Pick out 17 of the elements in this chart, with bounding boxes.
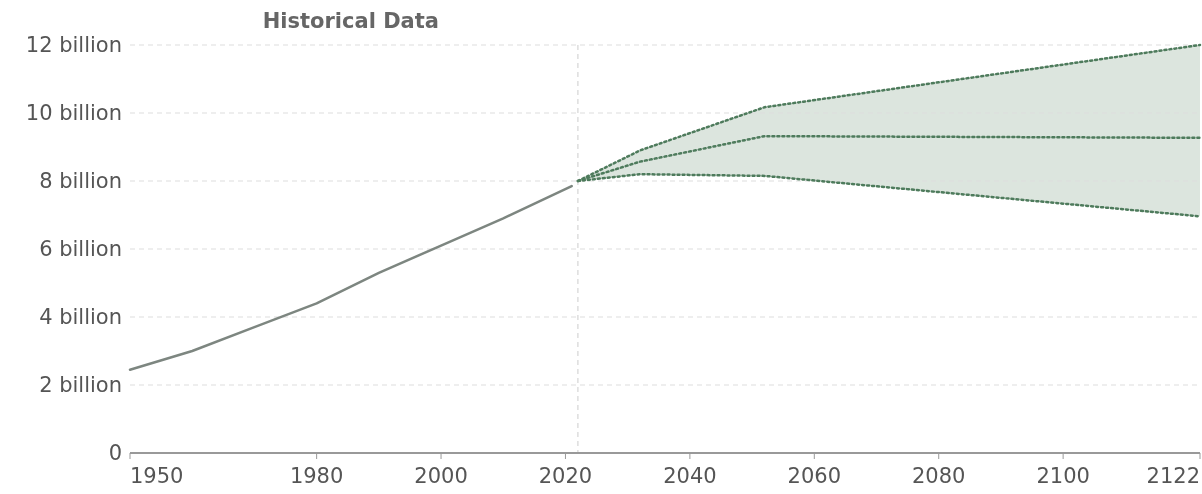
x-tick-label: 1980 (289, 464, 344, 488)
x-tick-label: 2060 (787, 464, 842, 488)
y-tick-label: 0 (108, 441, 122, 466)
y-tick-label: 4 billion (39, 305, 122, 330)
y-tick-label: 8 billion (39, 169, 122, 194)
x-tick-label: 2100 (1036, 464, 1090, 488)
y-tick-label: 2 billion (39, 373, 122, 398)
x-tick-label: 2040 (663, 464, 717, 488)
y-tick-label: 12 billion (25, 33, 122, 58)
x-tick-label: 2020 (538, 464, 593, 488)
y-tick-label: 10 billion (25, 101, 122, 126)
x-tick-label: 2122 (1146, 464, 1200, 488)
y-tick-label: 6 billion (39, 237, 122, 262)
chart-title: Historical Data (262, 9, 439, 33)
x-tick-label: 2000 (414, 464, 468, 488)
x-tick-label: 2080 (911, 464, 966, 488)
x-tick-label: 1950 (130, 464, 184, 488)
